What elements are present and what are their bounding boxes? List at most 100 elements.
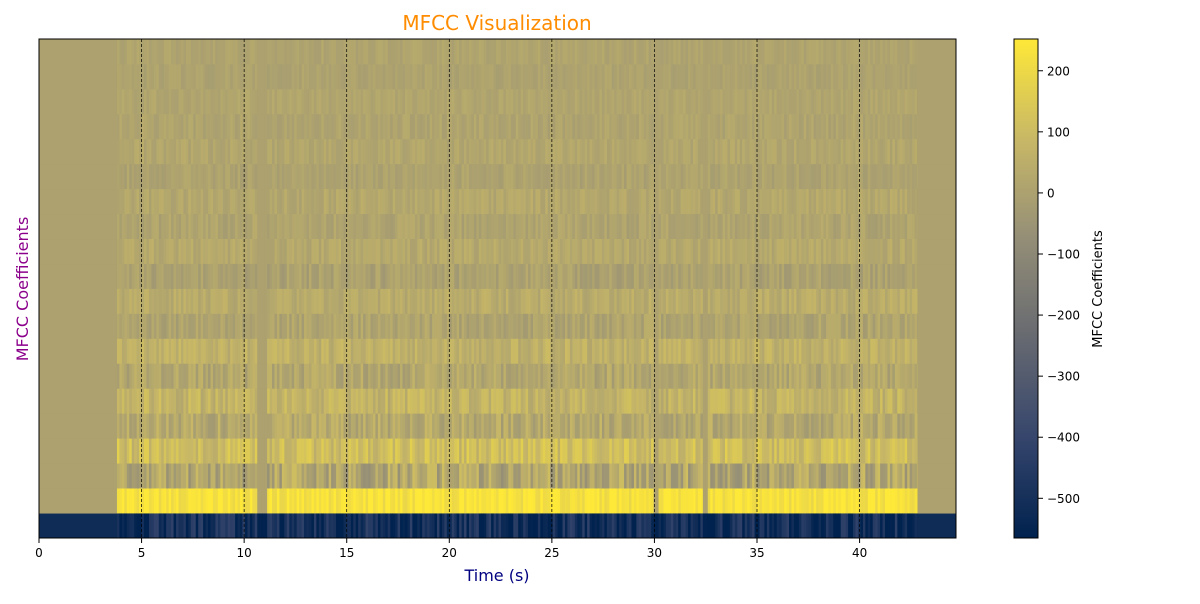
heatmap-cell — [663, 63, 667, 90]
heatmap-cell — [434, 188, 438, 215]
heatmap-cell — [331, 63, 334, 90]
heatmap-cell — [530, 88, 534, 115]
heatmap-cell — [540, 263, 544, 289]
heatmap-cell — [237, 388, 241, 414]
heatmap-cell — [400, 238, 403, 264]
heatmap-cell — [264, 163, 268, 190]
heatmap-cell — [252, 213, 256, 239]
heatmap-cell — [417, 63, 421, 90]
heatmap-cell — [597, 313, 600, 339]
heatmap-cell — [424, 188, 428, 215]
heatmap-cell — [240, 288, 243, 314]
heatmap-cell — [190, 213, 194, 239]
heatmap-cell — [210, 513, 214, 538]
heatmap-cell — [621, 513, 625, 538]
heatmap-cell — [547, 313, 551, 339]
heatmap-cell — [180, 363, 184, 389]
heatmap-cell — [129, 188, 133, 215]
heatmap-cell — [528, 463, 531, 489]
heatmap-cell — [355, 113, 359, 140]
heatmap-cell — [414, 238, 418, 264]
heatmap-cell — [131, 438, 135, 464]
heatmap-cell — [599, 513, 603, 538]
heatmap-cell — [695, 238, 699, 264]
heatmap-cell — [363, 413, 366, 439]
heatmap-cell — [274, 288, 278, 314]
heatmap-cell — [185, 513, 189, 538]
heatmap-cell — [365, 513, 369, 538]
heatmap-cell — [727, 263, 731, 289]
heatmap-cell — [392, 188, 396, 215]
heatmap-cell — [269, 338, 273, 364]
heatmap-cell — [611, 413, 615, 439]
heatmap-cell — [166, 438, 170, 464]
heatmap-cell — [700, 138, 704, 165]
heatmap-cell — [308, 113, 312, 140]
heatmap-cell — [579, 238, 583, 264]
heatmap-cell — [249, 88, 253, 115]
heatmap-cell — [473, 88, 477, 115]
heatmap-cell — [530, 238, 534, 264]
heatmap-cell — [274, 188, 278, 215]
heatmap-cell — [397, 438, 401, 464]
heatmap-cell — [535, 113, 539, 140]
heatmap-cell — [370, 513, 374, 538]
heatmap-cell — [471, 363, 475, 389]
heatmap-cell — [146, 238, 150, 264]
heatmap-cell — [259, 463, 263, 489]
heatmap-cell — [262, 88, 266, 115]
heatmap-cell — [695, 413, 699, 439]
heatmap-cell — [717, 213, 721, 239]
heatmap-cell — [119, 163, 123, 190]
heatmap-cell — [417, 513, 421, 538]
heatmap-cell — [316, 39, 320, 65]
heatmap-cell — [594, 363, 598, 389]
heatmap-cell — [641, 238, 645, 264]
heatmap-cell — [656, 413, 659, 439]
heatmap-cell — [185, 388, 189, 414]
heatmap-cell — [604, 413, 608, 439]
heatmap-cell — [397, 263, 401, 289]
heatmap-cell — [353, 138, 357, 165]
heatmap-cell — [299, 363, 302, 389]
heatmap-cell — [215, 238, 219, 264]
heatmap-cell — [343, 138, 347, 165]
heatmap-cell — [232, 438, 236, 464]
heatmap-cell — [629, 388, 632, 414]
heatmap-cell — [626, 113, 630, 140]
heatmap-cell — [518, 388, 522, 414]
heatmap-cell — [279, 238, 283, 264]
heatmap-cell — [446, 488, 450, 514]
heatmap-cell — [279, 513, 283, 538]
heatmap-cell — [345, 413, 349, 439]
heatmap-cell — [173, 288, 177, 314]
heatmap-cell — [614, 288, 618, 314]
heatmap-cell — [646, 388, 650, 414]
heatmap-cell — [372, 313, 376, 339]
heatmap-cell — [545, 263, 549, 289]
heatmap-cell — [545, 63, 549, 90]
heatmap-cell — [247, 263, 251, 289]
heatmap-cell — [722, 463, 726, 489]
heatmap-cell — [306, 88, 310, 115]
heatmap-cell — [281, 188, 285, 215]
heatmap-cell — [269, 488, 273, 514]
heatmap-cell — [540, 513, 544, 538]
heatmap-cell — [232, 39, 236, 65]
heatmap-cell — [552, 188, 556, 215]
heatmap-cell — [498, 463, 502, 489]
heatmap-cell — [513, 413, 517, 439]
heatmap-cell — [198, 138, 202, 165]
heatmap-cell — [217, 63, 221, 90]
heatmap-cell — [579, 188, 583, 215]
heatmap-cell — [407, 88, 411, 115]
heatmap-cell — [400, 313, 403, 339]
heatmap-cell — [685, 513, 689, 538]
heatmap-cell — [488, 313, 492, 339]
heatmap-cell — [304, 88, 307, 115]
heatmap-cell — [670, 313, 674, 339]
heatmap-cell — [121, 338, 125, 364]
heatmap-cell — [338, 513, 342, 538]
heatmap-cell — [385, 113, 389, 140]
heatmap-cell — [599, 163, 603, 190]
